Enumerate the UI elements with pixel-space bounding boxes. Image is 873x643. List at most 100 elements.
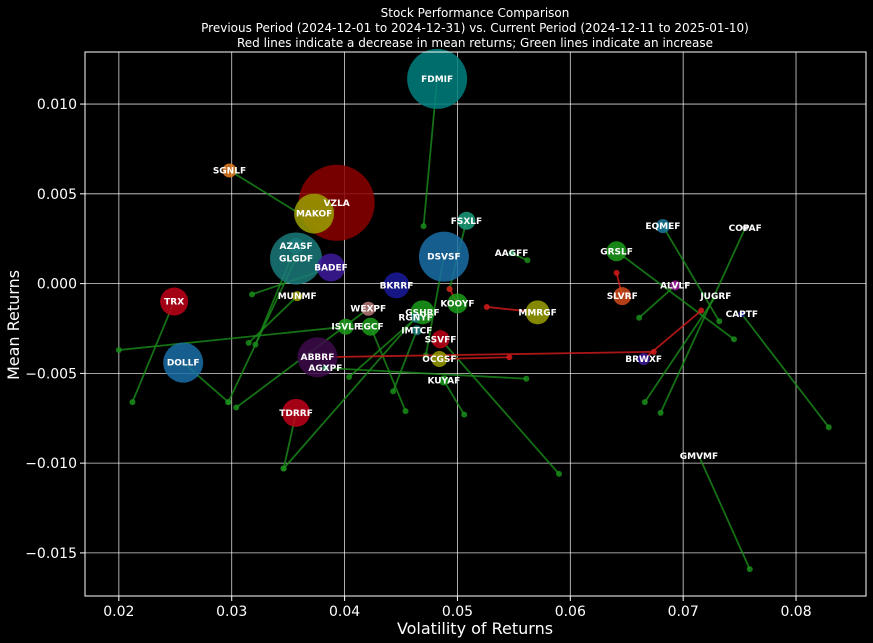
previous-point-mmrgf (483, 303, 490, 310)
y-tick-label: 0.000 (37, 277, 77, 293)
bubble-imtcf (411, 325, 422, 336)
bubble-aagff (508, 250, 515, 257)
previous-point-alvlf (636, 314, 643, 321)
label-bkrrf: BKRRF (380, 281, 414, 291)
change-line-kuyaf (443, 380, 465, 416)
bubble-kuyaf (438, 375, 449, 386)
bubble-eqmef (655, 219, 670, 234)
previous-point-slvrf (613, 269, 620, 276)
bubble-trx (160, 287, 189, 316)
previous-point-kooyf (446, 285, 453, 292)
label-gmvmf: GMVMF (680, 452, 718, 462)
bubble-azasf (288, 237, 305, 254)
label-kuyaf: KUYAF (427, 377, 460, 387)
label-abbrf: ABBRF (301, 353, 335, 363)
label-glgdf: GLGDF (279, 254, 313, 264)
label-imtcf: IMTCF (401, 326, 432, 336)
label-mmrgf: MMRGF (518, 308, 556, 318)
x-axis-label: Volatility of Returns (397, 619, 553, 638)
bubble-dollf (163, 342, 204, 383)
x-axis-ticks: 0.02 0.03 0.04 0.05 0.06 0.07 0.08 (103, 596, 812, 620)
previous-point-dollf (225, 399, 232, 406)
x-tick-label: 0.08 (780, 604, 811, 620)
bubble-wexpf (361, 301, 376, 316)
label-alvlf: ALVLF (660, 281, 690, 291)
previous-point-tdrrf (280, 465, 287, 472)
previous-point-fdmif (420, 223, 427, 230)
chart-title-line-3: Red lines indicate a decrease in mean re… (237, 36, 713, 50)
x-tick-label: 0.06 (555, 604, 586, 620)
change-line-trx (131, 301, 175, 403)
y-tick-label: −0.005 (25, 366, 77, 382)
bubble-rgnyf (410, 312, 421, 323)
label-makof: MAKOF (296, 210, 332, 220)
previous-point-isvlf (115, 347, 122, 354)
plot-frame (84, 51, 867, 597)
change-line-imtcf (392, 329, 418, 392)
label-captf: CAPTF (726, 310, 758, 320)
label-isvlf: ISVLF (331, 323, 360, 333)
previous-point-gmvmf (746, 566, 753, 573)
bubble-bkrrf (383, 272, 410, 299)
label-sgnlf: SGNLF (213, 166, 246, 176)
change-line-isvlf (118, 325, 346, 351)
label-gshrf: GSHRF (405, 308, 439, 318)
change-line-gmvmf (698, 455, 751, 570)
label-jugrf: JUGRF (699, 292, 731, 302)
bubble-gmvmf (695, 452, 702, 459)
label-tdrrf: TDRRF (279, 409, 313, 419)
previous-point-grslf (730, 336, 737, 343)
x-tick-label: 0.03 (216, 604, 247, 620)
label-munmf: MUNMF (278, 292, 317, 302)
bubble-captf (738, 311, 745, 318)
label-brwxf: BRWXF (625, 355, 662, 365)
label-fsxlf: FSXLF (451, 217, 482, 227)
label-egcf: EGCF (357, 323, 383, 333)
bubble-fdmif (407, 48, 468, 109)
bubble-slvrf (613, 287, 632, 306)
x-tick-label: 0.05 (442, 604, 473, 620)
previous-point-captf (825, 424, 832, 431)
x-tick-label: 0.04 (329, 604, 360, 620)
y-tick-label: −0.015 (25, 546, 77, 562)
previous-point-munmf (245, 339, 252, 346)
bubble-brwxf (637, 353, 650, 366)
bubbles (160, 48, 749, 459)
change-line-agxpf (325, 367, 527, 380)
change-line-ssvff (439, 338, 560, 475)
previous-point-brwxf (698, 307, 705, 314)
bubble-ssvff (431, 330, 450, 349)
bubble-munmf (292, 291, 303, 302)
label-agxpf: AGXPF (308, 364, 342, 374)
change-line-rgnyf (282, 317, 417, 470)
change-line-grslf (616, 250, 735, 340)
label-ssvff: SSVFF (425, 335, 457, 345)
bubble-ocgsf (431, 351, 448, 368)
label-fdmif: FDMIF (421, 75, 453, 85)
change-line-alvlf (638, 284, 676, 319)
label-vzla: VZLA (324, 199, 350, 209)
previous-point-agxpf (523, 375, 530, 382)
label-grslf: GRSLF (600, 247, 633, 257)
bubble-egcf (361, 317, 380, 336)
label-dollf: DOLLF (167, 359, 200, 369)
label-kooyf: KOOYF (440, 299, 474, 309)
change-line-captf (741, 313, 830, 428)
change-line-copaf (659, 227, 747, 414)
y-axis-label: Mean Returns (4, 270, 23, 380)
previous-point-ocgsf (506, 354, 513, 361)
bubble-dsvsf (418, 231, 469, 282)
label-rgnyf: RGNYF (398, 314, 433, 324)
previous-point-wexpf (233, 404, 240, 411)
previous-point-ssvff (556, 470, 563, 477)
label-aagff: AAGFF (495, 249, 529, 259)
bubble-grslf (606, 241, 627, 262)
x-tick-label: 0.02 (103, 604, 134, 620)
y-axis-ticks: −0.015 −0.010 −0.005 0.000 0.005 0.010 (25, 97, 85, 562)
label-eqmef: EQMEF (645, 222, 680, 232)
bubble-jugrf (712, 293, 719, 300)
y-tick-label: 0.005 (37, 187, 77, 203)
change-line-egcf (369, 326, 407, 412)
